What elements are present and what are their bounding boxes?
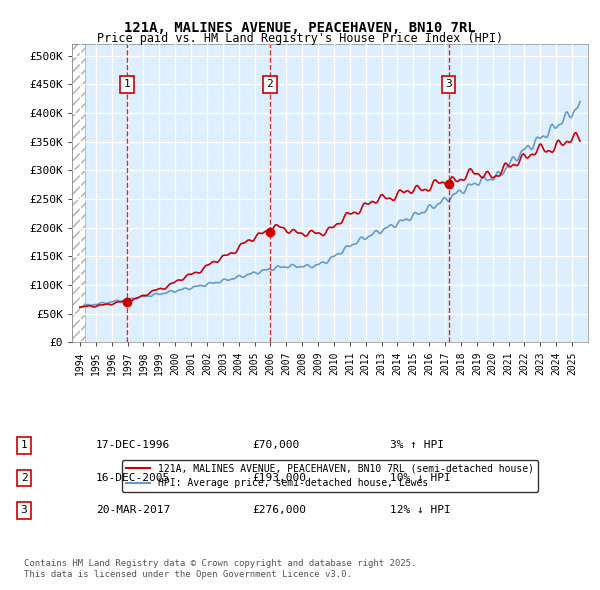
Text: £193,000: £193,000 [252, 473, 306, 483]
Text: 20-MAR-2017: 20-MAR-2017 [96, 506, 170, 515]
Text: Contains HM Land Registry data © Crown copyright and database right 2025.: Contains HM Land Registry data © Crown c… [24, 559, 416, 568]
Text: 12% ↓ HPI: 12% ↓ HPI [390, 506, 451, 515]
Text: This data is licensed under the Open Government Licence v3.0.: This data is licensed under the Open Gov… [24, 571, 352, 579]
Text: 10% ↓ HPI: 10% ↓ HPI [390, 473, 451, 483]
Text: £276,000: £276,000 [252, 506, 306, 515]
Text: 3% ↑ HPI: 3% ↑ HPI [390, 441, 444, 450]
Text: 16-DEC-2005: 16-DEC-2005 [96, 473, 170, 483]
Text: 3: 3 [445, 80, 452, 89]
Text: £70,000: £70,000 [252, 441, 299, 450]
Text: 121A, MALINES AVENUE, PEACEHAVEN, BN10 7RL: 121A, MALINES AVENUE, PEACEHAVEN, BN10 7… [124, 21, 476, 35]
Text: 1: 1 [124, 80, 130, 89]
Text: Price paid vs. HM Land Registry's House Price Index (HPI): Price paid vs. HM Land Registry's House … [97, 32, 503, 45]
Legend: 121A, MALINES AVENUE, PEACEHAVEN, BN10 7RL (semi-detached house), HPI: Average p: 121A, MALINES AVENUE, PEACEHAVEN, BN10 7… [122, 460, 538, 492]
Text: 1: 1 [20, 441, 28, 450]
Text: 17-DEC-1996: 17-DEC-1996 [96, 441, 170, 450]
Text: 3: 3 [20, 506, 28, 515]
Polygon shape [72, 44, 85, 342]
Text: 2: 2 [266, 80, 273, 89]
Text: 2: 2 [20, 473, 28, 483]
